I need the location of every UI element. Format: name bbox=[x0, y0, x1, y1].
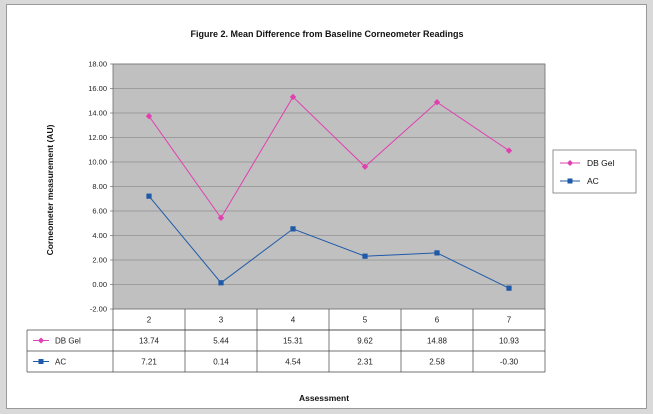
data-table-cell: 4.54 bbox=[285, 358, 301, 367]
data-table-cell: 2.31 bbox=[357, 358, 373, 367]
series-line-0 bbox=[148, 96, 510, 219]
data-table-cell: 14.88 bbox=[427, 337, 448, 346]
y-tick-label: 8.00 bbox=[92, 182, 107, 191]
data-point-marker bbox=[217, 214, 225, 222]
x-tick-label: 2 bbox=[147, 316, 152, 325]
chart-title: Figure 2. Mean Difference from Baseline … bbox=[190, 29, 463, 39]
table-series-name: DB Gel bbox=[55, 337, 81, 346]
x-tick-label: 7 bbox=[507, 316, 512, 325]
data-point-marker bbox=[362, 253, 368, 259]
data-table-cell: 5.44 bbox=[213, 337, 229, 346]
data-point-marker bbox=[505, 147, 513, 154]
y-tick-label: 4.00 bbox=[92, 231, 107, 240]
data-point-marker bbox=[434, 250, 440, 256]
x-tick-label: 5 bbox=[363, 316, 368, 325]
legend: DB Gel AC bbox=[552, 149, 637, 194]
legend-key-marker bbox=[567, 160, 573, 166]
x-axis-title: Assessment bbox=[299, 393, 349, 403]
data-point-marker bbox=[145, 112, 153, 120]
table-key-marker bbox=[38, 337, 44, 344]
line-chart: Figure 2. Mean Difference from Baseline … bbox=[26, 29, 637, 403]
y-axis-title: Corneometer measurement (AU) bbox=[45, 124, 55, 255]
data-table-cell: 2.58 bbox=[429, 358, 445, 367]
data-table-cell: 0.14 bbox=[213, 358, 229, 367]
x-tick-label: 4 bbox=[291, 316, 296, 325]
data-point-marker bbox=[506, 285, 512, 291]
y-tick-label: 18.00 bbox=[88, 60, 107, 69]
data-table-cell: 10.93 bbox=[499, 337, 520, 346]
x-tick-label: 6 bbox=[435, 316, 440, 325]
chart-frame: Figure 2. Mean Difference from Baseline … bbox=[6, 4, 647, 409]
legend-label: DB Gel bbox=[587, 158, 615, 168]
y-tick-label: 2.00 bbox=[92, 256, 107, 265]
data-point-marker bbox=[289, 93, 297, 101]
data-table: 2 3 4 5 6 7 DB Gel 13.74 5.44 15.31 9.62 14.88 10.93… bbox=[26, 309, 546, 373]
data-point-marker bbox=[361, 163, 369, 170]
data-point-marker bbox=[218, 280, 224, 286]
data-table-cell: 13.74 bbox=[139, 337, 160, 346]
legend-key-marker bbox=[567, 178, 573, 184]
y-tick-label: 14.00 bbox=[88, 109, 107, 118]
data-table-cell: 7.21 bbox=[141, 358, 157, 367]
x-tick-label: 3 bbox=[219, 316, 224, 325]
data-point-marker bbox=[290, 226, 296, 232]
y-tick-label: 12.00 bbox=[88, 133, 107, 142]
y-tick-label: -2.00 bbox=[90, 305, 107, 314]
table-key-marker bbox=[38, 359, 44, 364]
y-tick-label: 6.00 bbox=[92, 207, 107, 216]
data-point-marker bbox=[146, 193, 152, 199]
series-lines bbox=[145, 93, 513, 291]
data-point-marker bbox=[433, 99, 441, 106]
data-table-cell: 9.62 bbox=[357, 337, 373, 346]
y-axis-ticks: 18.00 16.00 14.00 12.00 10.00 8.00 6.00 4.00 2.0… bbox=[88, 60, 113, 314]
y-tick-label: 16.00 bbox=[88, 84, 107, 93]
gridlines bbox=[113, 63, 545, 310]
y-tick-label: 10.00 bbox=[88, 158, 107, 167]
table-series-name: AC bbox=[55, 358, 66, 367]
data-table-cell: 15.31 bbox=[283, 337, 304, 346]
legend-box bbox=[552, 149, 637, 194]
y-tick-label: 0.00 bbox=[92, 280, 107, 289]
data-table-cell: -0.30 bbox=[500, 358, 519, 367]
legend-label: AC bbox=[587, 176, 599, 186]
series-line-1 bbox=[148, 195, 510, 289]
